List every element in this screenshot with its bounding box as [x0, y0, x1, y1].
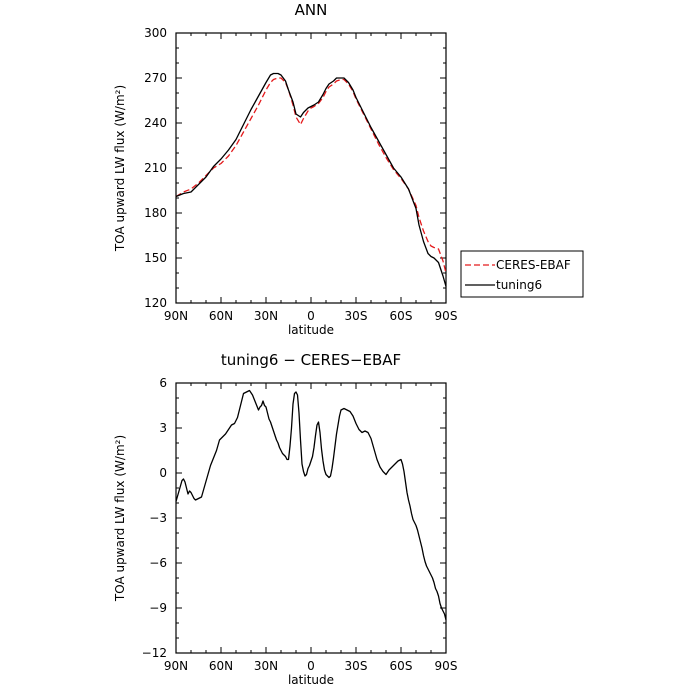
chart-panel-1: 90N 60N 30N 0 30S 60S 90S 120 150 180 210 240 270 300…: [113, 1, 584, 337]
y-tick-label: 270: [144, 71, 167, 85]
x-tick-label: 30S: [345, 659, 368, 673]
x-tick-label: 60N: [209, 659, 233, 673]
x-axis-label: latitude: [288, 673, 334, 687]
y-tick-label: −3: [149, 511, 167, 525]
plot-frame: [175, 382, 447, 654]
x-tick-label: 90S: [435, 659, 458, 673]
chart-panel-2: 90N 60N 30N 0 30S 60S 90S −12 −9 −6 −3 0 3 6 tuning6 −…: [113, 351, 457, 687]
y-tick-label: 3: [159, 421, 167, 435]
y-tick-label: 240: [144, 116, 167, 130]
x-tick-label: 0: [307, 309, 315, 323]
x-tick-label: 60N: [209, 309, 233, 323]
chart-title: tuning6 − CERES−EBAF: [221, 351, 401, 369]
x-tick-label: 30N: [254, 659, 278, 673]
x-axis-label: latitude: [288, 323, 334, 337]
y-tick-label: 210: [144, 161, 167, 175]
y-tick-label: −6: [149, 556, 167, 570]
x-tick-label: 60S: [390, 309, 413, 323]
legend-box: [460, 250, 584, 298]
y-tick-label: −9: [149, 601, 167, 615]
series-line-1: [175, 389, 447, 621]
x-tick-label: 60S: [390, 659, 413, 673]
legend-label: tuning6: [496, 278, 542, 292]
series-line-tuning6: [175, 72, 447, 287]
x-tick-label: 30N: [254, 309, 278, 323]
y-axis-label: TOA upward LW flux (W/m²): [113, 435, 127, 602]
x-tick-label: 0: [307, 659, 315, 673]
y-tick-label: 6: [159, 376, 167, 390]
series-line-ceres-ebaf: [175, 77, 447, 274]
x-tick-label: 30S: [345, 309, 368, 323]
x-tick-label: 90S: [435, 309, 458, 323]
y-tick-label: 300: [144, 26, 167, 40]
y-tick-label: 0: [159, 466, 167, 480]
x-tick-label: 90N: [164, 659, 188, 673]
x-tick-label: 90N: [164, 309, 188, 323]
y-tick-label: 150: [144, 251, 167, 265]
chart-title: ANN: [295, 1, 328, 19]
legend-label: CERES-EBAF: [496, 258, 571, 272]
y-tick-label: 180: [144, 206, 167, 220]
y-tick-label: 120: [144, 296, 167, 310]
y-tick-label: −12: [142, 646, 167, 660]
plot-frame: [175, 32, 447, 304]
y-axis-label: TOA upward LW flux (W/m²): [113, 85, 127, 252]
